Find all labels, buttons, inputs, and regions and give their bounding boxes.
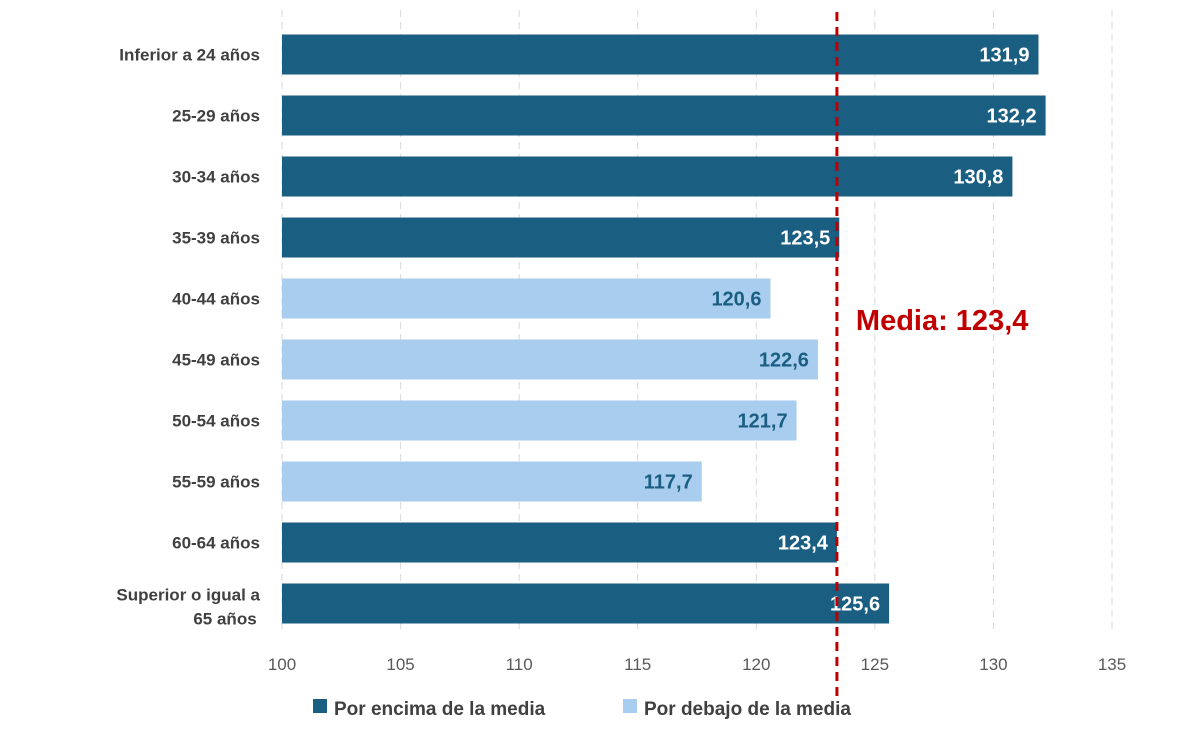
value-label-4: 120,6 bbox=[711, 289, 761, 311]
bar-7 bbox=[282, 461, 702, 502]
category-labels: Inferior a 24 años 25-29 años 30-34 años 35… bbox=[116, 46, 260, 629]
legend: Por encima de la media Por debajo de la … bbox=[313, 699, 851, 720]
value-label-0: 131,9 bbox=[979, 45, 1029, 67]
category-label-0: Inferior a 24 años bbox=[119, 46, 260, 65]
legend-label-below: Por debajo de la media bbox=[644, 699, 851, 720]
x-tick-label: 115 bbox=[624, 655, 651, 674]
bar-9 bbox=[282, 583, 890, 624]
legend-swatch-above bbox=[313, 699, 327, 713]
bars bbox=[282, 34, 1046, 624]
x-tick-label: 100 bbox=[268, 655, 296, 674]
x-tick-label: 120 bbox=[742, 655, 770, 674]
value-labels: 131,9 132,2 130,8 123,5 120,6 122,6 121,7 117,7… bbox=[644, 45, 1037, 616]
x-tick-label: 105 bbox=[386, 655, 414, 674]
value-label-2: 130,8 bbox=[953, 167, 1003, 189]
legend-label-above: Por encima de la media bbox=[334, 699, 546, 720]
bar-2 bbox=[282, 156, 1013, 197]
category-label-1: 25-29 años bbox=[172, 107, 260, 126]
value-label-5: 122,6 bbox=[759, 350, 809, 372]
bar-5 bbox=[282, 339, 818, 380]
category-label-9: Superior o igual a 65 años bbox=[116, 586, 260, 629]
bar-3 bbox=[282, 217, 840, 258]
value-label-1: 132,2 bbox=[987, 106, 1037, 128]
value-label-9: 125,6 bbox=[830, 594, 880, 616]
category-label-8: 60-64 años bbox=[172, 534, 260, 553]
category-label-7: 55-59 años bbox=[172, 473, 260, 492]
bar-0 bbox=[282, 34, 1039, 75]
reference-line-group: Media: 123,4 bbox=[835, 12, 1028, 700]
bar-1 bbox=[282, 95, 1046, 136]
x-tick-label: 125 bbox=[861, 655, 889, 674]
legend-swatch-below bbox=[623, 699, 637, 713]
bar-6 bbox=[282, 400, 797, 441]
mean-reference-label: Media: 123,4 bbox=[856, 305, 1028, 337]
bar-8 bbox=[282, 522, 837, 563]
category-label-4: 40-44 años bbox=[172, 290, 260, 309]
bar-4 bbox=[282, 278, 771, 319]
value-label-7: 117,7 bbox=[644, 472, 693, 494]
x-tick-label: 130 bbox=[979, 655, 1007, 674]
category-label-2: 30-34 años bbox=[172, 168, 260, 187]
x-tick-label: 110 bbox=[506, 655, 533, 674]
value-label-6: 121,7 bbox=[738, 411, 788, 433]
x-axis-tick-labels: 100 105 110 115 120 125 130 135 bbox=[268, 655, 1126, 674]
category-label-6: 50-54 años bbox=[172, 412, 260, 431]
value-label-8: 123,4 bbox=[778, 533, 829, 555]
category-label-3: 35-39 años bbox=[172, 229, 260, 248]
x-tick-label: 135 bbox=[1098, 655, 1126, 674]
category-label-5: 45-49 años bbox=[172, 351, 260, 370]
value-label-3: 123,5 bbox=[780, 228, 830, 250]
